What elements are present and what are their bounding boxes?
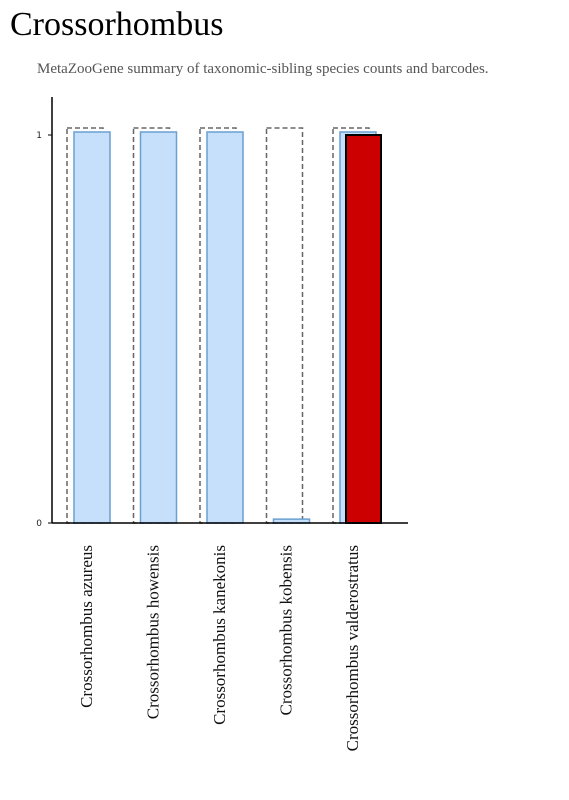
light-bar-1: [73, 131, 111, 524]
light-bar-2: [139, 131, 178, 524]
y-tick-label-0: 0: [36, 519, 42, 529]
outline-bar-4: [265, 127, 304, 524]
page-subtitle: MetaZooGene summary of taxonomic-sibling…: [37, 61, 489, 77]
page-title: Crossorhombus: [10, 6, 224, 43]
x-tick-label-4: Crossorhombus kobensis: [277, 545, 296, 715]
x-tick-label-2: Crossorhombus howensis: [144, 545, 163, 719]
y-tick-label-1: 1: [36, 131, 42, 141]
light-bar-3: [206, 131, 244, 524]
x-tick-label-1: Crossorhombus azureus: [77, 545, 96, 708]
x-tick-label-5: Crossorhombus valderostratus: [343, 545, 362, 751]
x-tick-label-3: Crossorhombus kanekonis: [210, 545, 229, 725]
highlight-bar-5: [345, 134, 382, 524]
